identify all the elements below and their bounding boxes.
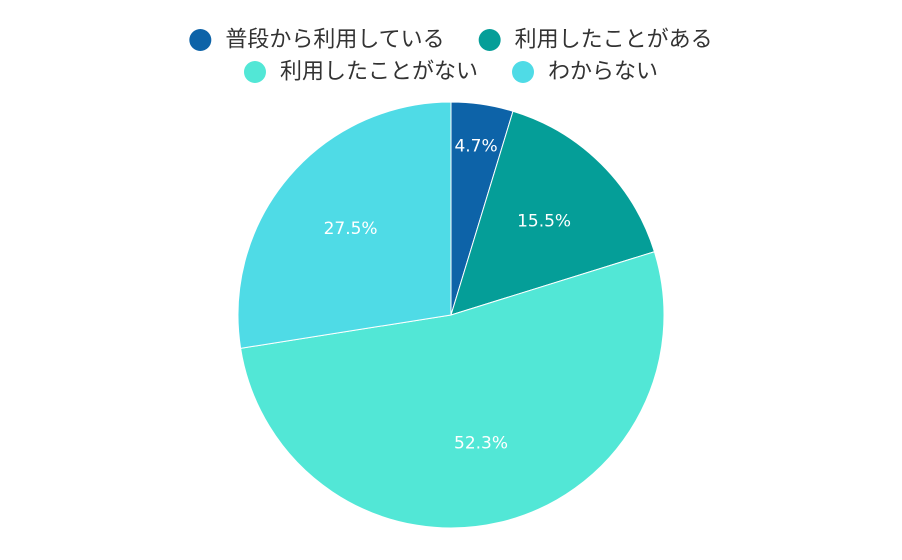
pie-data-label: 15.5%	[517, 211, 571, 231]
pie-data-label: 27.5%	[324, 219, 378, 239]
legend-item: 利用したことがない	[243, 60, 478, 85]
pie-data-labels: 4.7% 15.5% 52.3% 27.5%	[324, 136, 572, 453]
legend-swatch	[512, 61, 534, 83]
legend-label: 利用したことがある	[515, 28, 713, 53]
pie-data-label: 52.3%	[454, 434, 508, 454]
pie-slice	[240, 251, 665, 529]
legend-item: わからない	[512, 60, 658, 85]
pie-slice	[450, 110, 656, 316]
pie-slice	[237, 101, 452, 349]
legend-item: 普段から利用している	[189, 28, 445, 53]
legend-label: 普段から利用している	[225, 28, 444, 53]
legend-swatch	[478, 29, 501, 51]
legend-swatch	[189, 29, 212, 51]
pie-data-label: 4.7%	[454, 136, 497, 156]
pie-slices	[237, 101, 665, 529]
legend-swatch	[243, 61, 266, 83]
legend-label: わからない	[548, 60, 658, 85]
legend-item: 利用したことがある	[478, 28, 713, 53]
legend-label: 利用したことがない	[280, 60, 478, 85]
